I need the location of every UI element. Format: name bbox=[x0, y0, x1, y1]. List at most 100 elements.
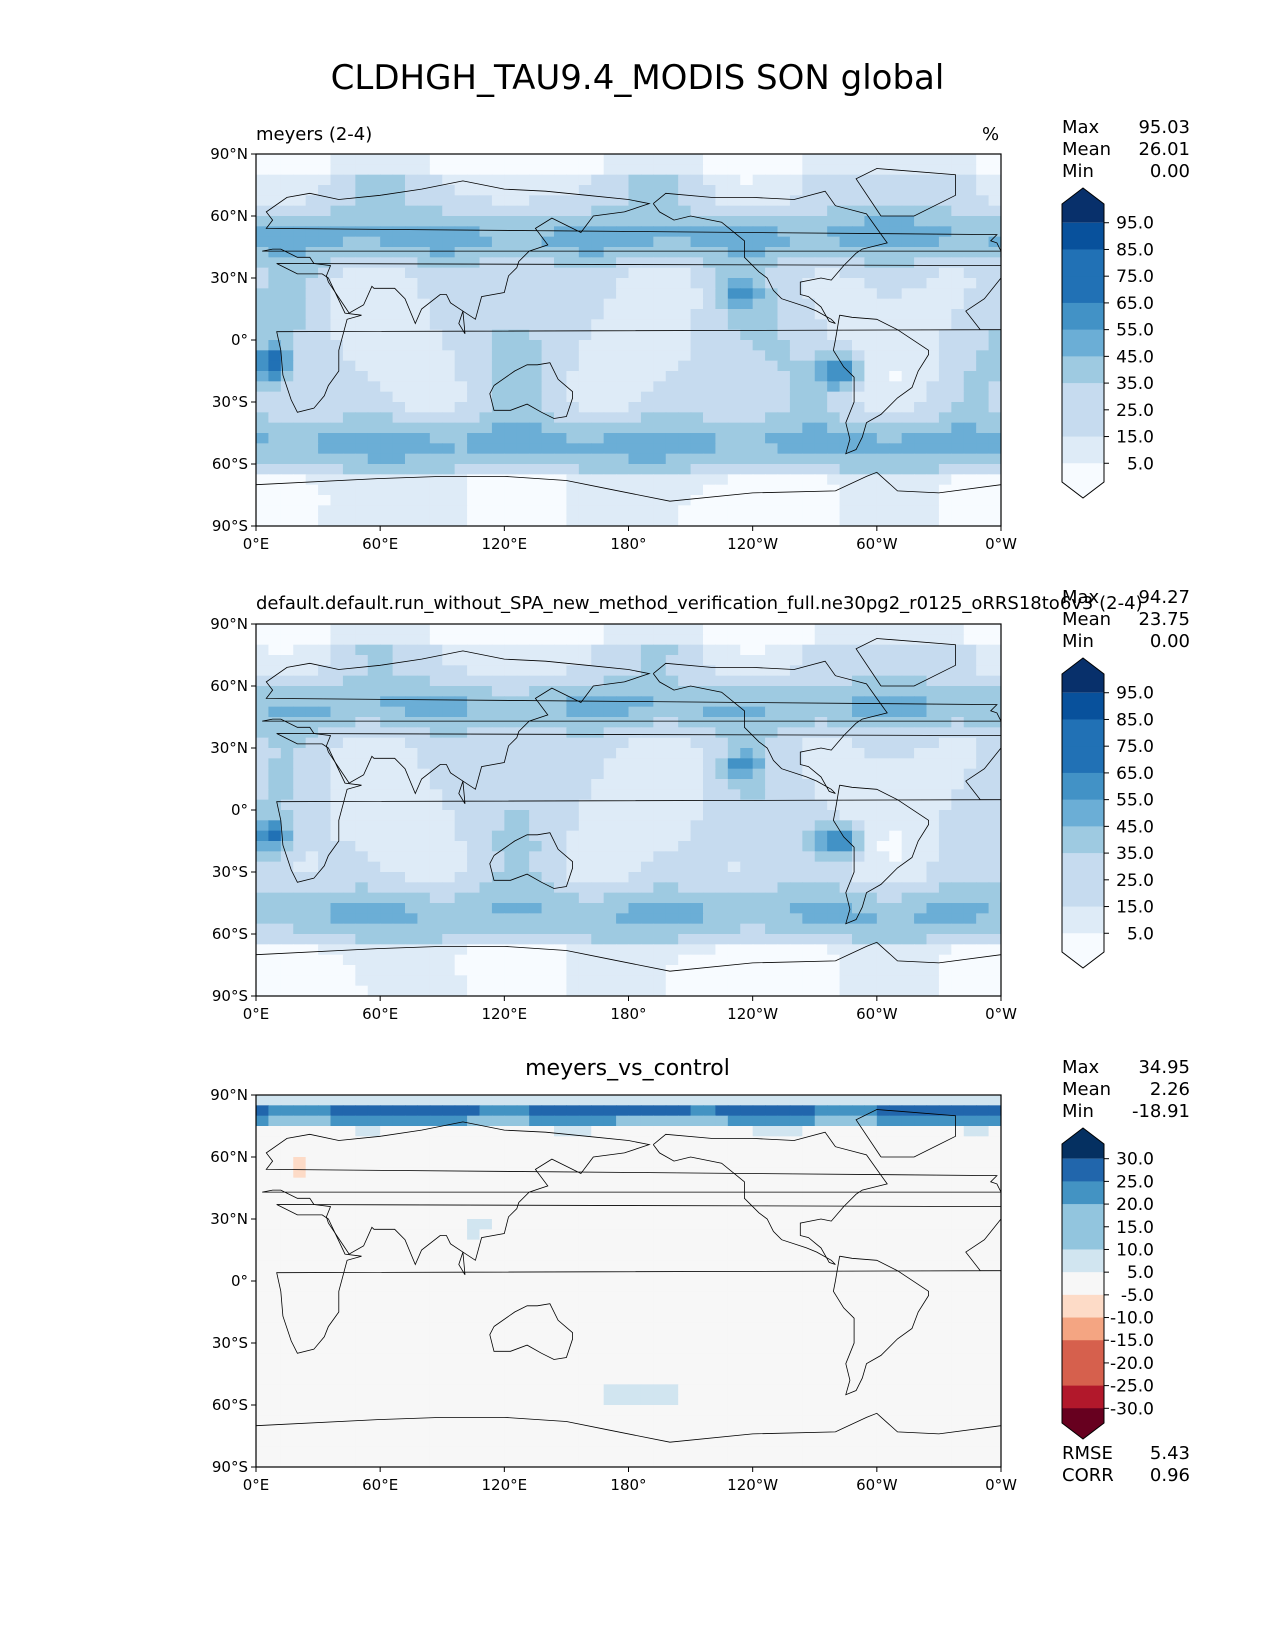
field-cell bbox=[690, 236, 704, 248]
field-cell bbox=[417, 402, 431, 413]
field-cell bbox=[541, 841, 555, 852]
field-cell bbox=[839, 737, 853, 749]
field-cell bbox=[591, 453, 605, 465]
lon-tick-label: 120°E bbox=[482, 535, 528, 553]
field-cell bbox=[926, 174, 940, 186]
field-cell bbox=[740, 484, 754, 496]
field-cell bbox=[342, 350, 356, 362]
field-cell bbox=[454, 329, 468, 341]
field-cell bbox=[690, 655, 704, 666]
field-cell bbox=[814, 288, 828, 300]
colorbar-label: 65.0 bbox=[1116, 294, 1154, 314]
field-cell bbox=[355, 495, 369, 506]
field-cell bbox=[566, 257, 580, 269]
field-cell bbox=[367, 954, 381, 966]
field-cell bbox=[355, 371, 369, 382]
field-cell bbox=[628, 340, 642, 351]
field-cell bbox=[591, 216, 605, 227]
colorbar-segment bbox=[1062, 746, 1104, 774]
field-cell bbox=[814, 216, 828, 227]
field-cell bbox=[914, 257, 928, 269]
field-cell bbox=[405, 329, 419, 341]
field-cell bbox=[839, 913, 853, 925]
field-cell bbox=[963, 923, 977, 935]
field-cell bbox=[653, 495, 667, 506]
field-cell bbox=[926, 309, 940, 320]
field-cell bbox=[976, 371, 990, 382]
field-cell bbox=[963, 934, 977, 945]
field-cell bbox=[777, 495, 791, 506]
field-cell bbox=[852, 1105, 866, 1117]
field-cell bbox=[889, 686, 903, 697]
field-cell bbox=[938, 1105, 952, 1117]
field-cell bbox=[293, 748, 307, 759]
field-cell bbox=[616, 1095, 630, 1106]
field-cell bbox=[367, 944, 381, 956]
field-cell bbox=[479, 257, 493, 269]
field-cell bbox=[392, 665, 406, 677]
field-cell bbox=[653, 309, 667, 320]
field-cell bbox=[926, 298, 940, 310]
field-cell bbox=[814, 882, 828, 894]
field-cell bbox=[690, 686, 704, 697]
field-cell bbox=[355, 675, 369, 687]
field-cell bbox=[256, 505, 270, 517]
colorbar-label: 95.0 bbox=[1116, 684, 1154, 704]
field-cell bbox=[516, 422, 530, 434]
field-cell bbox=[516, 216, 530, 227]
field-cell bbox=[802, 236, 816, 248]
field-cell bbox=[839, 278, 853, 289]
field-cell bbox=[554, 205, 568, 217]
field-cell bbox=[789, 717, 803, 728]
field-cell bbox=[777, 665, 791, 677]
field-cell bbox=[355, 882, 369, 894]
field-cell bbox=[442, 913, 456, 925]
field-cell bbox=[914, 371, 928, 382]
field-cell bbox=[665, 340, 679, 351]
field-cell bbox=[305, 799, 319, 811]
field-cell bbox=[554, 381, 568, 393]
field-cell bbox=[827, 164, 841, 176]
field-cell bbox=[578, 810, 592, 821]
field-cell bbox=[268, 195, 282, 207]
field-cell bbox=[889, 433, 903, 444]
field-cell bbox=[380, 861, 394, 873]
field-cell bbox=[963, 696, 977, 708]
field-cell bbox=[342, 789, 356, 801]
field-cell bbox=[330, 1146, 344, 1158]
field-cell bbox=[827, 267, 841, 279]
field-cell bbox=[591, 298, 605, 310]
field-cell bbox=[938, 1115, 952, 1127]
field-cell bbox=[566, 371, 580, 382]
field-cell bbox=[951, 381, 965, 393]
field-cell bbox=[342, 851, 356, 863]
field-cell bbox=[740, 779, 754, 790]
field-cell bbox=[715, 495, 729, 506]
field-cell bbox=[367, 624, 381, 635]
field-cell bbox=[827, 861, 841, 873]
field-cell bbox=[715, 433, 729, 444]
field-cell bbox=[491, 810, 505, 821]
field-cell bbox=[963, 319, 977, 331]
field-cell bbox=[429, 789, 443, 801]
field-cell bbox=[491, 278, 505, 289]
field-cell bbox=[616, 288, 630, 300]
field-cell bbox=[864, 696, 878, 708]
field-cell bbox=[491, 350, 505, 362]
field-cell bbox=[268, 965, 282, 976]
field-cell bbox=[429, 1157, 443, 1168]
field-cell bbox=[901, 360, 915, 372]
field-cell bbox=[392, 892, 406, 904]
field-cell bbox=[417, 696, 431, 708]
field-cell bbox=[491, 944, 505, 956]
stat-corr-value: 0.96 bbox=[1149, 1465, 1190, 1486]
field-cell bbox=[678, 717, 692, 728]
field-cell bbox=[752, 624, 766, 635]
field-cell bbox=[963, 861, 977, 873]
field-cell bbox=[566, 903, 580, 914]
field-cell bbox=[305, 934, 319, 945]
field-cell bbox=[578, 954, 592, 966]
field-cell bbox=[889, 154, 903, 165]
field-cell bbox=[442, 319, 456, 331]
field-cell bbox=[678, 954, 692, 966]
